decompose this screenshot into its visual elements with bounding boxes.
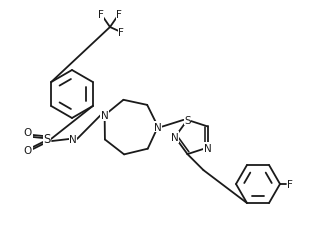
Text: N: N — [154, 122, 162, 132]
Text: O: O — [24, 128, 32, 137]
Text: F: F — [116, 10, 122, 20]
Text: N: N — [171, 132, 179, 142]
Text: F: F — [287, 179, 293, 189]
Text: S: S — [43, 133, 51, 146]
Text: N: N — [204, 143, 211, 153]
Text: S: S — [184, 115, 191, 125]
Text: O: O — [24, 145, 32, 155]
Text: N: N — [101, 111, 109, 121]
Text: F: F — [118, 28, 124, 38]
Text: N: N — [69, 134, 77, 144]
Text: F: F — [98, 10, 104, 20]
